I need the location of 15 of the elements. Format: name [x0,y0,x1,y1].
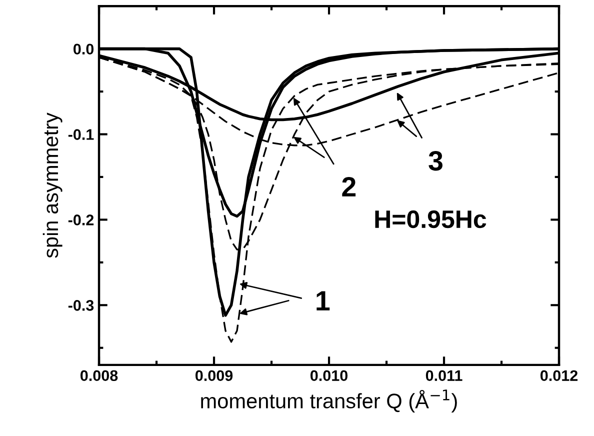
y-tick-label: -0.1 [68,129,94,140]
y-axis-title: spin asymmetry [42,112,62,258]
y-tick-label: -0.2 [68,214,94,226]
x-tick-label: 0.012 [540,370,578,382]
annotation: 2 [342,176,356,196]
x-tick-label: 0.008 [80,370,118,382]
x-tick-label: 0.011 [426,370,462,382]
annotation: H=0.95Hc [375,210,486,228]
annotation: 1 [316,291,330,310]
y-tick-label: 0.0 [74,44,94,55]
x-tick-label: 0.009 [196,370,233,382]
annotation: 3 [428,151,442,171]
x-tick-label: 0.010 [310,370,348,382]
x-axis-title: momentum transfer Q (Å$^{−1}$) [201,390,457,413]
y-tick-label: -0.3 [68,300,94,311]
